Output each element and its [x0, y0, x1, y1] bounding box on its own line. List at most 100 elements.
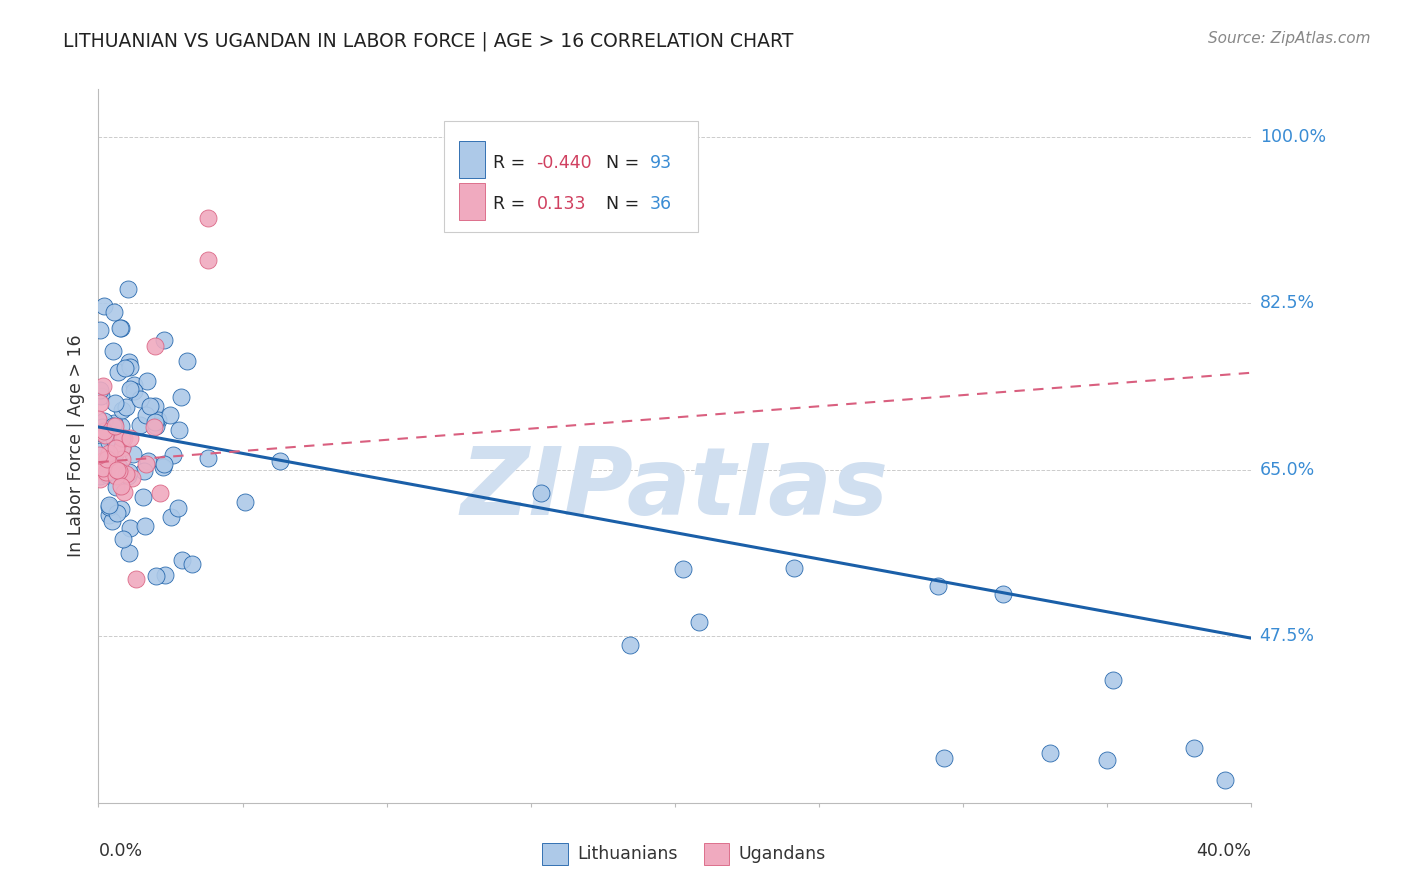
Point	[117, 469, 139, 483]
Point	[89, 469, 111, 483]
Text: -0.440: -0.440	[537, 153, 592, 171]
Point	[89, 448, 111, 462]
Point	[89, 463, 111, 477]
Point	[89, 396, 111, 410]
Text: 0.133: 0.133	[537, 195, 586, 213]
Point	[134, 519, 156, 533]
Point	[105, 463, 128, 477]
Point	[139, 399, 162, 413]
Point	[103, 305, 125, 319]
Point	[122, 378, 145, 392]
Point	[172, 553, 194, 567]
Point	[98, 498, 121, 512]
Point	[167, 500, 190, 515]
Point	[176, 354, 198, 368]
Point	[105, 507, 128, 521]
Point	[134, 463, 156, 477]
Point	[103, 416, 125, 430]
Point	[89, 384, 111, 398]
Point	[143, 399, 166, 413]
Point	[93, 300, 115, 314]
Point	[167, 423, 190, 437]
Point	[97, 435, 120, 450]
Point	[114, 467, 136, 482]
Point	[142, 420, 165, 434]
Text: 36: 36	[650, 195, 672, 213]
Point	[104, 395, 127, 409]
Point	[145, 419, 167, 434]
Point	[104, 469, 127, 483]
Point	[169, 390, 191, 404]
Point	[112, 484, 135, 499]
Point	[148, 485, 170, 500]
Point	[108, 320, 131, 334]
Point	[121, 471, 143, 485]
Point	[104, 419, 127, 434]
Point	[135, 408, 157, 422]
Text: Source: ZipAtlas.com: Source: ZipAtlas.com	[1208, 31, 1371, 46]
Point	[122, 447, 145, 461]
Point	[89, 425, 111, 440]
Point	[136, 454, 159, 468]
Point	[89, 472, 111, 486]
Point	[135, 457, 157, 471]
Point	[93, 414, 115, 428]
Point	[1182, 740, 1205, 755]
Point	[101, 514, 124, 528]
Point	[93, 452, 115, 467]
Point	[159, 409, 181, 423]
Point	[98, 458, 121, 473]
Point	[135, 375, 157, 389]
Point	[783, 561, 806, 575]
Point	[530, 486, 553, 500]
Point	[111, 431, 134, 445]
Point	[111, 441, 134, 455]
Point	[619, 638, 641, 652]
Point	[162, 448, 184, 462]
Point	[132, 491, 155, 505]
Point	[93, 425, 115, 439]
Point	[98, 500, 121, 514]
Point	[110, 502, 132, 516]
Point	[91, 463, 114, 477]
Point	[181, 558, 204, 572]
Point	[105, 438, 128, 452]
Point	[1102, 673, 1125, 687]
Text: 0.0%: 0.0%	[98, 842, 142, 860]
Point	[197, 253, 219, 268]
Text: 40.0%: 40.0%	[1197, 842, 1251, 860]
Point	[91, 378, 114, 392]
Text: N =: N =	[606, 195, 644, 213]
Point	[120, 359, 142, 374]
Point	[152, 459, 174, 474]
Point	[105, 479, 128, 493]
Point	[118, 521, 141, 535]
Point	[117, 282, 139, 296]
Point	[128, 392, 150, 407]
Text: 100.0%: 100.0%	[1260, 128, 1326, 145]
Point	[91, 420, 114, 434]
Point	[105, 468, 128, 483]
Point	[120, 382, 142, 396]
Text: LITHUANIAN VS UGANDAN IN LABOR FORCE | AGE > 16 CORRELATION CHART: LITHUANIAN VS UGANDAN IN LABOR FORCE | A…	[63, 31, 793, 51]
Point	[89, 424, 111, 438]
Text: 82.5%: 82.5%	[1260, 294, 1315, 312]
Text: Ugandans: Ugandans	[738, 846, 825, 863]
Point	[145, 339, 167, 353]
Point	[125, 572, 148, 586]
Point	[97, 468, 120, 483]
Point	[115, 400, 138, 414]
Point	[927, 579, 949, 593]
Point	[145, 569, 167, 583]
Text: 65.0%: 65.0%	[1260, 461, 1315, 479]
Point	[103, 447, 125, 461]
Text: R =: R =	[492, 195, 530, 213]
Point	[233, 494, 256, 508]
Point	[98, 446, 121, 460]
Point	[160, 510, 183, 524]
Point	[96, 452, 118, 467]
Text: ZIPatlas: ZIPatlas	[461, 442, 889, 535]
Bar	[460, 141, 485, 178]
Point	[103, 432, 125, 446]
Point	[112, 431, 135, 445]
